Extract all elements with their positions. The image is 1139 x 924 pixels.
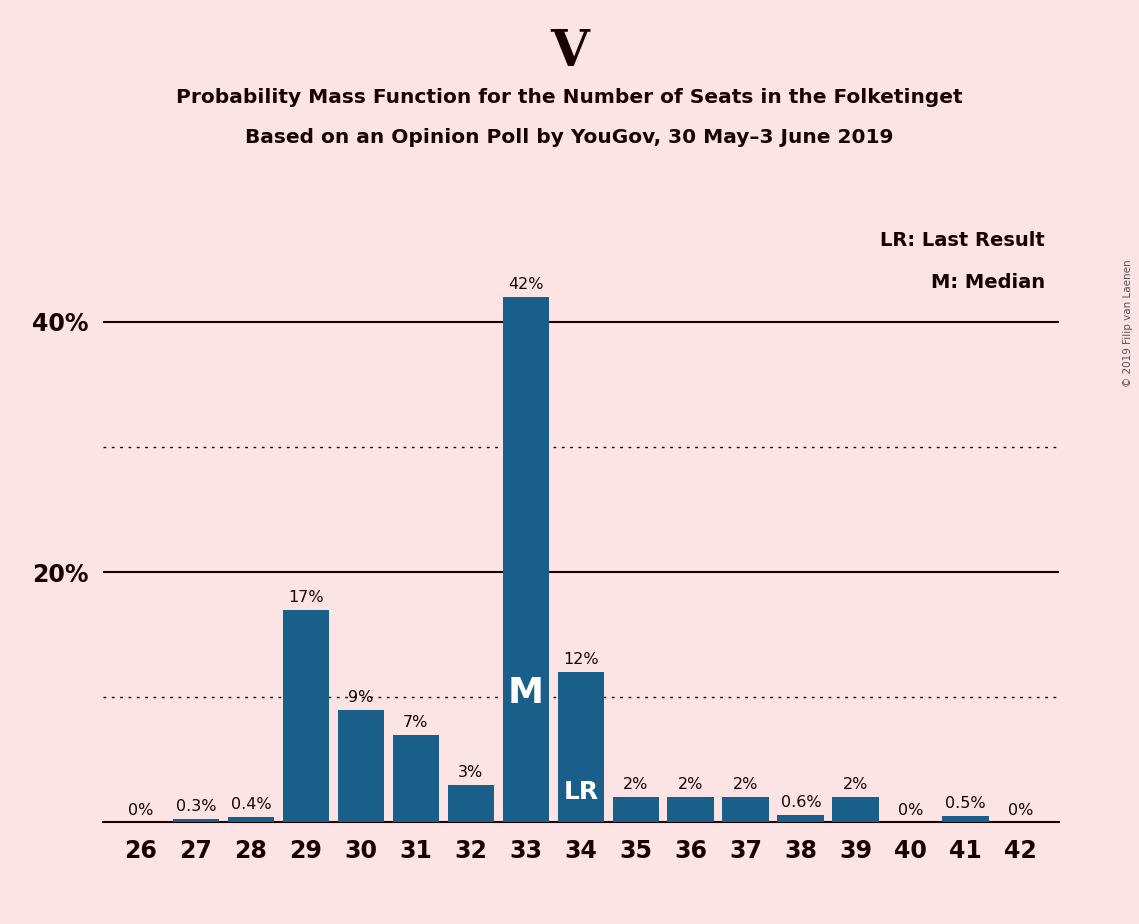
Text: © 2019 Filip van Laenen: © 2019 Filip van Laenen — [1123, 260, 1133, 387]
Text: V: V — [550, 28, 589, 77]
Text: 0.5%: 0.5% — [945, 796, 986, 811]
Text: 0%: 0% — [899, 803, 924, 818]
Bar — [228, 818, 274, 822]
Text: M: M — [508, 675, 544, 710]
Text: 0.4%: 0.4% — [231, 797, 271, 812]
Text: 0.6%: 0.6% — [780, 795, 821, 809]
Bar — [942, 816, 989, 822]
Bar — [282, 610, 329, 822]
Bar — [448, 784, 494, 822]
Bar — [667, 797, 714, 822]
Bar — [337, 710, 384, 822]
Text: 2%: 2% — [843, 777, 869, 793]
Bar — [393, 735, 440, 822]
Bar — [778, 815, 825, 822]
Text: 2%: 2% — [734, 777, 759, 793]
Text: 7%: 7% — [403, 715, 428, 730]
Text: Based on an Opinion Poll by YouGov, 30 May–3 June 2019: Based on an Opinion Poll by YouGov, 30 M… — [245, 128, 894, 147]
Bar — [557, 673, 605, 822]
Text: M: Median: M: Median — [931, 273, 1044, 292]
Text: 3%: 3% — [458, 765, 484, 780]
Text: Probability Mass Function for the Number of Seats in the Folketinget: Probability Mass Function for the Number… — [177, 88, 962, 107]
Bar — [722, 797, 769, 822]
Text: 2%: 2% — [623, 777, 648, 793]
Text: 17%: 17% — [288, 590, 323, 604]
Text: 0.3%: 0.3% — [175, 798, 216, 814]
Text: 0%: 0% — [1008, 803, 1033, 818]
Text: LR: Last Result: LR: Last Result — [880, 231, 1044, 249]
Bar — [833, 797, 879, 822]
Bar — [502, 297, 549, 822]
Bar — [613, 797, 659, 822]
Text: 0%: 0% — [129, 803, 154, 818]
Text: 9%: 9% — [349, 689, 374, 705]
Text: LR: LR — [564, 780, 598, 804]
Text: 2%: 2% — [678, 777, 704, 793]
Text: 42%: 42% — [508, 277, 543, 292]
Bar — [173, 819, 220, 822]
Text: 12%: 12% — [563, 652, 599, 667]
